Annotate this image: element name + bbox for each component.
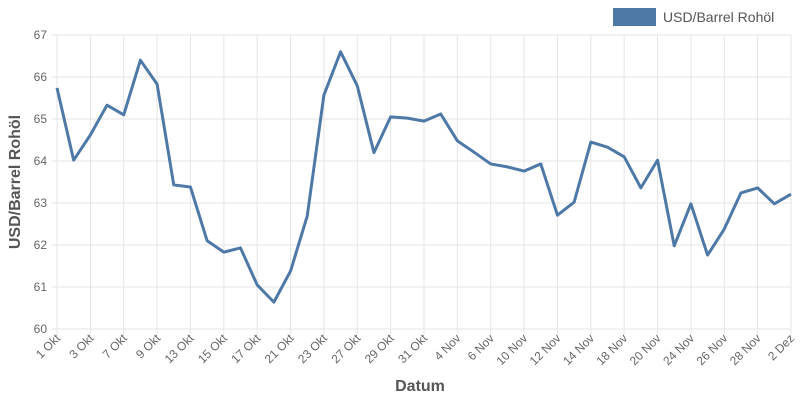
- y-tick-label: 65: [34, 112, 48, 126]
- x-tick-label: 23 Okt: [295, 331, 330, 366]
- x-tick-label: 26 Nov: [694, 331, 731, 368]
- x-tick-label: 24 Nov: [660, 331, 697, 368]
- x-tick-label: 17 Okt: [228, 331, 263, 366]
- x-tick-label: 28 Nov: [727, 331, 764, 368]
- x-tick-label: 9 Okt: [133, 331, 164, 362]
- x-tick-label: 2 Dez: [765, 331, 797, 363]
- x-tick-label: 21 Okt: [262, 331, 297, 366]
- x-tick-label: 15 Okt: [195, 331, 230, 366]
- y-tick-label: 67: [34, 28, 48, 42]
- x-tick-label: 20 Nov: [627, 331, 664, 368]
- x-tick-label: 12 Nov: [527, 331, 564, 368]
- x-tick-label: 3 Okt: [66, 331, 97, 362]
- y-tick-label: 60: [34, 322, 48, 336]
- legend-label: USD/Barrel Rohöl: [663, 9, 774, 25]
- x-tick-label: 13 Okt: [162, 331, 197, 366]
- x-tick-label: 14 Nov: [560, 331, 597, 368]
- line: [55, 50, 792, 304]
- x-tick-label: 6 Nov: [465, 331, 497, 363]
- y-tick-label: 66: [34, 70, 48, 84]
- y-tick-label: 61: [34, 280, 48, 294]
- y-tick-label: 64: [34, 154, 48, 168]
- x-tick-label: 29 Okt: [362, 331, 397, 366]
- x-tick-label: 18 Nov: [594, 331, 631, 368]
- y-tick-label: 63: [34, 196, 48, 210]
- x-tick-label: 31 Okt: [395, 331, 430, 366]
- x-tick-label: 4 Nov: [431, 331, 463, 363]
- x-axis-label: Datum: [395, 378, 445, 395]
- x-tick-label: 27 Okt: [328, 331, 363, 366]
- legend-swatch: [613, 8, 656, 26]
- x-tick-label: 7 Okt: [100, 331, 131, 362]
- y-axis-label: USD/Barrel Rohöl: [7, 115, 24, 249]
- x-tick-label: 10 Nov: [493, 331, 530, 368]
- y-tick-label: 62: [34, 238, 48, 252]
